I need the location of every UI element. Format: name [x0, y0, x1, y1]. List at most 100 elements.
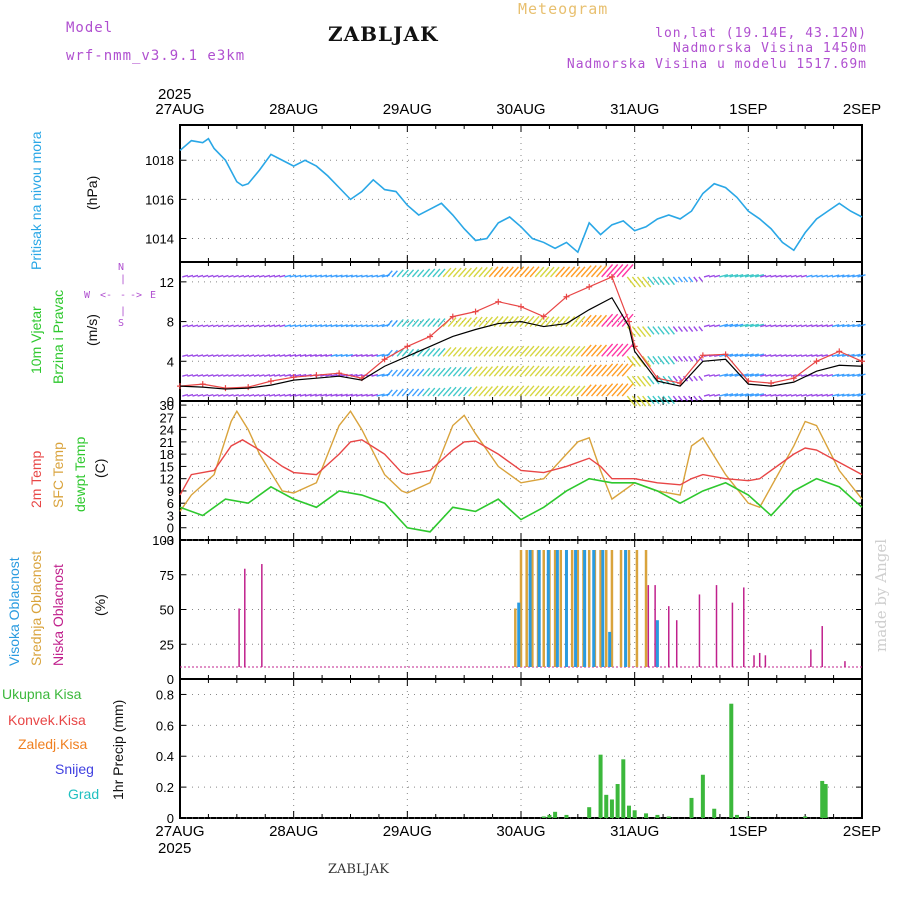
wind-arrow [729, 274, 739, 278]
wind-arrow [279, 393, 286, 397]
wind-arrow [606, 343, 619, 357]
wind-arrow [636, 326, 647, 338]
wind-arrow [662, 276, 670, 286]
wind-arrow [197, 274, 204, 278]
wind-arrow [253, 324, 260, 328]
wind-arrow [539, 316, 550, 327]
wind-arrow [253, 354, 260, 357]
wind-gust-marker [625, 318, 632, 325]
wind-arrow [765, 393, 772, 397]
wind-arrow [857, 393, 866, 397]
wind-arrow [749, 373, 759, 377]
wind-arrow [315, 324, 322, 328]
precip-bar [803, 816, 808, 818]
wind-arrow [422, 318, 431, 327]
wind-arrow [642, 375, 652, 387]
wind-arrow [806, 274, 813, 278]
wind-arrow [831, 274, 840, 278]
wind-arrow [785, 274, 792, 278]
wind-arrow [279, 374, 286, 377]
wind-arrow [437, 318, 446, 327]
wind-arrow [790, 354, 797, 357]
wind-arrow [289, 324, 297, 328]
wind-arrow [754, 393, 765, 397]
wind-arrow [417, 348, 425, 357]
wind-arrow [299, 373, 307, 377]
wind-arrow [636, 395, 647, 407]
wind-arrow [601, 363, 614, 377]
wind-arrow [391, 389, 398, 397]
wind-arrow [238, 393, 245, 397]
y-tick-label: 0 [167, 811, 174, 826]
wind-arrow [284, 354, 292, 357]
wind-arrow [795, 274, 802, 278]
wind-arrow [765, 374, 772, 377]
wind-arrow [841, 274, 850, 278]
wind-arrow [187, 324, 194, 328]
wind-arrow [233, 374, 239, 377]
wind-arrow [765, 324, 772, 328]
y-tick-label: 8 [167, 315, 174, 330]
wind-arrow [616, 313, 629, 327]
wind-arrow [652, 326, 660, 335]
wind-arrow [667, 375, 675, 385]
wind-gust-marker [495, 298, 502, 305]
wind-arrow [806, 393, 813, 397]
wind-arrow [852, 274, 861, 278]
wind-arrow [238, 374, 245, 377]
temp2m-line [179, 439, 863, 496]
wind-arrow [524, 365, 535, 377]
wind-arrow [749, 273, 759, 278]
precip-bar [689, 797, 694, 818]
wind-arrow [672, 326, 678, 332]
wind-arrow [560, 266, 571, 278]
date-label-bottom: 31AUG [610, 823, 659, 840]
wind-arrow [452, 317, 462, 327]
wind-arrow [544, 385, 555, 397]
wind-arrow [386, 319, 393, 327]
wind-speed-line [179, 296, 863, 390]
wind-arrow [366, 324, 373, 328]
wind-arrow [202, 274, 209, 278]
wind-arrow [468, 346, 478, 357]
wind-arrow [524, 345, 535, 357]
wind-arrow [411, 368, 420, 377]
wind-frame [179, 261, 863, 402]
wind-gust-marker [790, 375, 797, 382]
wind-arrow [795, 393, 802, 397]
wind-arrow [509, 345, 519, 357]
wind-arrow [473, 266, 483, 278]
wind-arrow [192, 393, 199, 397]
wind-arrow [693, 355, 698, 362]
wind-arrow [350, 393, 358, 397]
date-label-bottom: 2SEP [843, 823, 881, 840]
wind-arrow [325, 274, 333, 278]
wind-arrow [309, 393, 317, 397]
wind-arrow [749, 323, 759, 328]
wind-arrow [217, 394, 224, 397]
wind-arrow [228, 394, 234, 397]
wind-gust-marker [768, 380, 775, 387]
altitude-label: Nadmorska Visina 1450m [672, 41, 867, 56]
wind-arrow [304, 353, 312, 357]
wind-arrow [606, 363, 619, 377]
wind-arrow [575, 345, 586, 357]
wind-gust-marker [336, 370, 343, 377]
wind-arrow [182, 274, 189, 278]
wind-arrow [406, 319, 415, 327]
wind-arrow [570, 266, 581, 278]
wind-arrow [744, 353, 754, 357]
precip-bar [655, 814, 660, 818]
wind-arrow [770, 274, 777, 278]
wind-arrow [442, 267, 452, 278]
y-tick-label: 25 [160, 637, 174, 652]
wind-arrow [223, 324, 229, 328]
wind-arrow [780, 393, 787, 397]
wind-arrow [780, 324, 787, 328]
model-name: wrf-nmm_v3.9.1 e3km [66, 48, 246, 64]
wind-arrow [192, 274, 199, 278]
wind-arrow [734, 353, 744, 357]
wind-arrow [801, 274, 807, 278]
wind-arrow [780, 374, 787, 377]
legend-convective-rain: Konvek.Kisa [8, 712, 86, 728]
